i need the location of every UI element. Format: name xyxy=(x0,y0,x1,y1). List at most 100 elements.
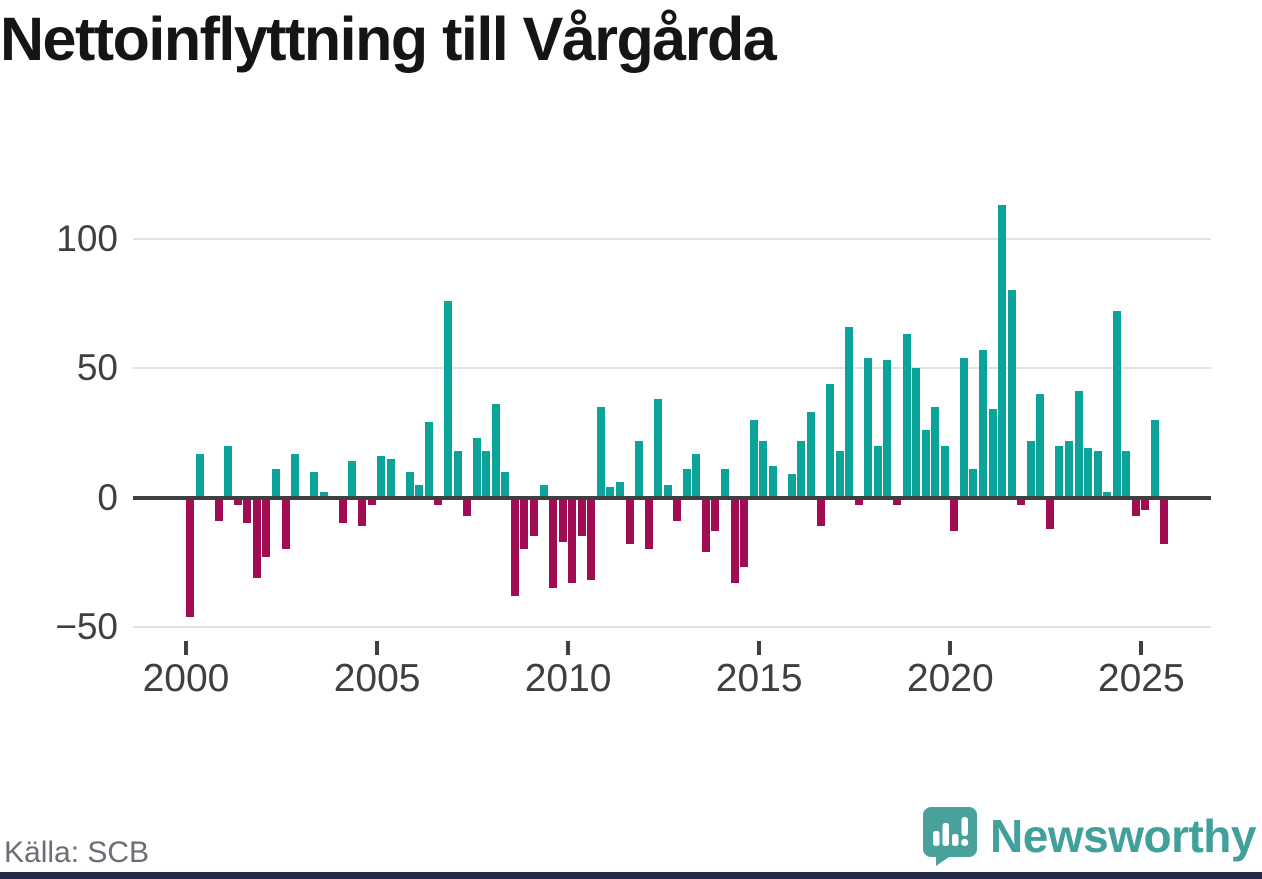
gridline-50 xyxy=(133,367,1211,369)
bar-2022Q2 xyxy=(1036,393,1045,498)
bar-2020Q3 xyxy=(969,469,978,498)
source-note: Källa: SCB xyxy=(4,836,150,869)
bar-2019Q2 xyxy=(921,430,930,498)
bar-2021Q2 xyxy=(998,204,1006,498)
bar-2003Q3 xyxy=(319,492,328,498)
x-tick-2005 xyxy=(375,641,380,655)
x-tick-2025 xyxy=(1139,641,1144,655)
bar-2018Q1 xyxy=(873,445,882,498)
bar-2013Q2 xyxy=(692,453,701,498)
bar-2007Q4 xyxy=(482,450,491,498)
bar-2009Q2 xyxy=(539,484,548,498)
bar-2013Q3 xyxy=(701,497,710,552)
bar-2016Q3 xyxy=(816,497,825,526)
bar-2014Q4 xyxy=(749,419,758,498)
bar-2015Q4 xyxy=(787,474,796,498)
bar-2022Q3 xyxy=(1045,497,1054,529)
bar-2014Q1 xyxy=(721,469,729,498)
bar-2008Q4 xyxy=(520,497,529,550)
bar-2014Q2 xyxy=(730,497,739,583)
bar-2024Q3 xyxy=(1122,450,1131,498)
bar-2000Q4 xyxy=(214,497,223,521)
bar-2001Q1 xyxy=(224,445,233,498)
bar-2023Q3 xyxy=(1084,448,1092,498)
bar-2025Q3 xyxy=(1160,497,1169,545)
bar-2025Q2 xyxy=(1150,419,1159,498)
x-tick-label-2020: 2020 xyxy=(906,657,994,700)
x-tick-label-2010: 2010 xyxy=(524,657,612,700)
y-tick-label-0: 0 xyxy=(97,476,118,518)
bar-2004Q1 xyxy=(338,497,347,524)
x-tick-label-2000: 2000 xyxy=(142,657,230,700)
bar-2001Q4 xyxy=(252,497,261,578)
bar-2019Q1 xyxy=(912,368,921,498)
bar-2006Q2 xyxy=(424,422,433,498)
bar-2023Q2 xyxy=(1074,391,1083,498)
bar-2016Q2 xyxy=(807,412,815,498)
bar-2011Q4 xyxy=(635,440,643,498)
bar-2016Q4 xyxy=(826,383,835,498)
x-axis-zero-line xyxy=(133,495,1211,500)
bar-2017Q4 xyxy=(864,357,873,498)
bar-2023Q4 xyxy=(1093,450,1102,498)
bar-2007Q1 xyxy=(453,450,462,498)
bar-2006Q1 xyxy=(415,484,424,498)
bar-2017Q3 xyxy=(854,497,863,506)
bar-2005Q1 xyxy=(377,456,386,498)
bar-2019Q4 xyxy=(940,445,949,498)
bar-2009Q3 xyxy=(549,497,557,589)
bar-2020Q1 xyxy=(950,497,959,532)
bar-2006Q4 xyxy=(443,300,452,498)
bar-2000Q1 xyxy=(186,497,194,617)
bar-2022Q1 xyxy=(1026,440,1035,498)
bar-2003Q2 xyxy=(310,471,319,498)
bar-2002Q3 xyxy=(281,497,290,550)
bar-2020Q4 xyxy=(978,349,987,498)
bar-2023Q1 xyxy=(1064,440,1073,498)
bar-2002Q2 xyxy=(272,469,280,498)
newsworthy-wordmark: Newsworthy xyxy=(990,810,1256,862)
bar-2024Q1 xyxy=(1103,492,1112,498)
bar-2012Q2 xyxy=(654,399,663,498)
bar-2018Q2 xyxy=(883,360,892,498)
bar-2017Q1 xyxy=(835,450,844,498)
bar-2021Q1 xyxy=(988,409,997,498)
bar-2010Q1 xyxy=(568,497,577,583)
bar-2015Q2 xyxy=(768,466,777,498)
bar-2011Q3 xyxy=(625,497,634,545)
bar-2022Q4 xyxy=(1055,445,1064,498)
bar-2010Q2 xyxy=(577,497,586,537)
bar-2024Q4 xyxy=(1131,497,1140,516)
bar-2021Q4 xyxy=(1017,497,1026,506)
bar-2017Q2 xyxy=(845,326,854,498)
bar-2007Q2 xyxy=(463,497,471,516)
bar-2025Q1 xyxy=(1141,497,1150,511)
bar-2010Q3 xyxy=(587,497,596,581)
bar-2014Q3 xyxy=(740,497,749,568)
gridline--50 xyxy=(133,626,1211,628)
x-tick-label-2015: 2015 xyxy=(715,657,803,700)
bar-2002Q4 xyxy=(291,453,300,498)
bar-2018Q4 xyxy=(902,334,911,498)
bar-2020Q2 xyxy=(959,357,968,498)
bar-2019Q3 xyxy=(931,406,940,498)
x-tick-label-2005: 2005 xyxy=(333,657,421,700)
x-tick-label-2025: 2025 xyxy=(1097,657,1185,700)
bar-2004Q4 xyxy=(367,497,376,506)
bar-2012Q1 xyxy=(644,497,653,550)
y-tick-label-100: 100 xyxy=(56,217,118,259)
bar-2011Q2 xyxy=(615,482,624,498)
speech-bubble-bar-chart-icon xyxy=(922,806,978,866)
bar-2016Q1 xyxy=(797,440,806,498)
newsworthy-logo: Newsworthy xyxy=(922,806,1256,866)
bar-2024Q2 xyxy=(1112,311,1121,498)
bar-2013Q1 xyxy=(682,469,691,498)
chart-title: Nettoinflyttning till Vårgårda xyxy=(0,5,777,73)
gridline-100 xyxy=(133,237,1211,240)
bar-2012Q4 xyxy=(673,497,682,521)
bar-2006Q3 xyxy=(434,497,443,506)
bar-2012Q3 xyxy=(663,484,672,498)
bar-2021Q3 xyxy=(1007,290,1016,498)
y-tick-label-50: 50 xyxy=(76,347,118,388)
bar-2001Q2 xyxy=(233,497,242,506)
